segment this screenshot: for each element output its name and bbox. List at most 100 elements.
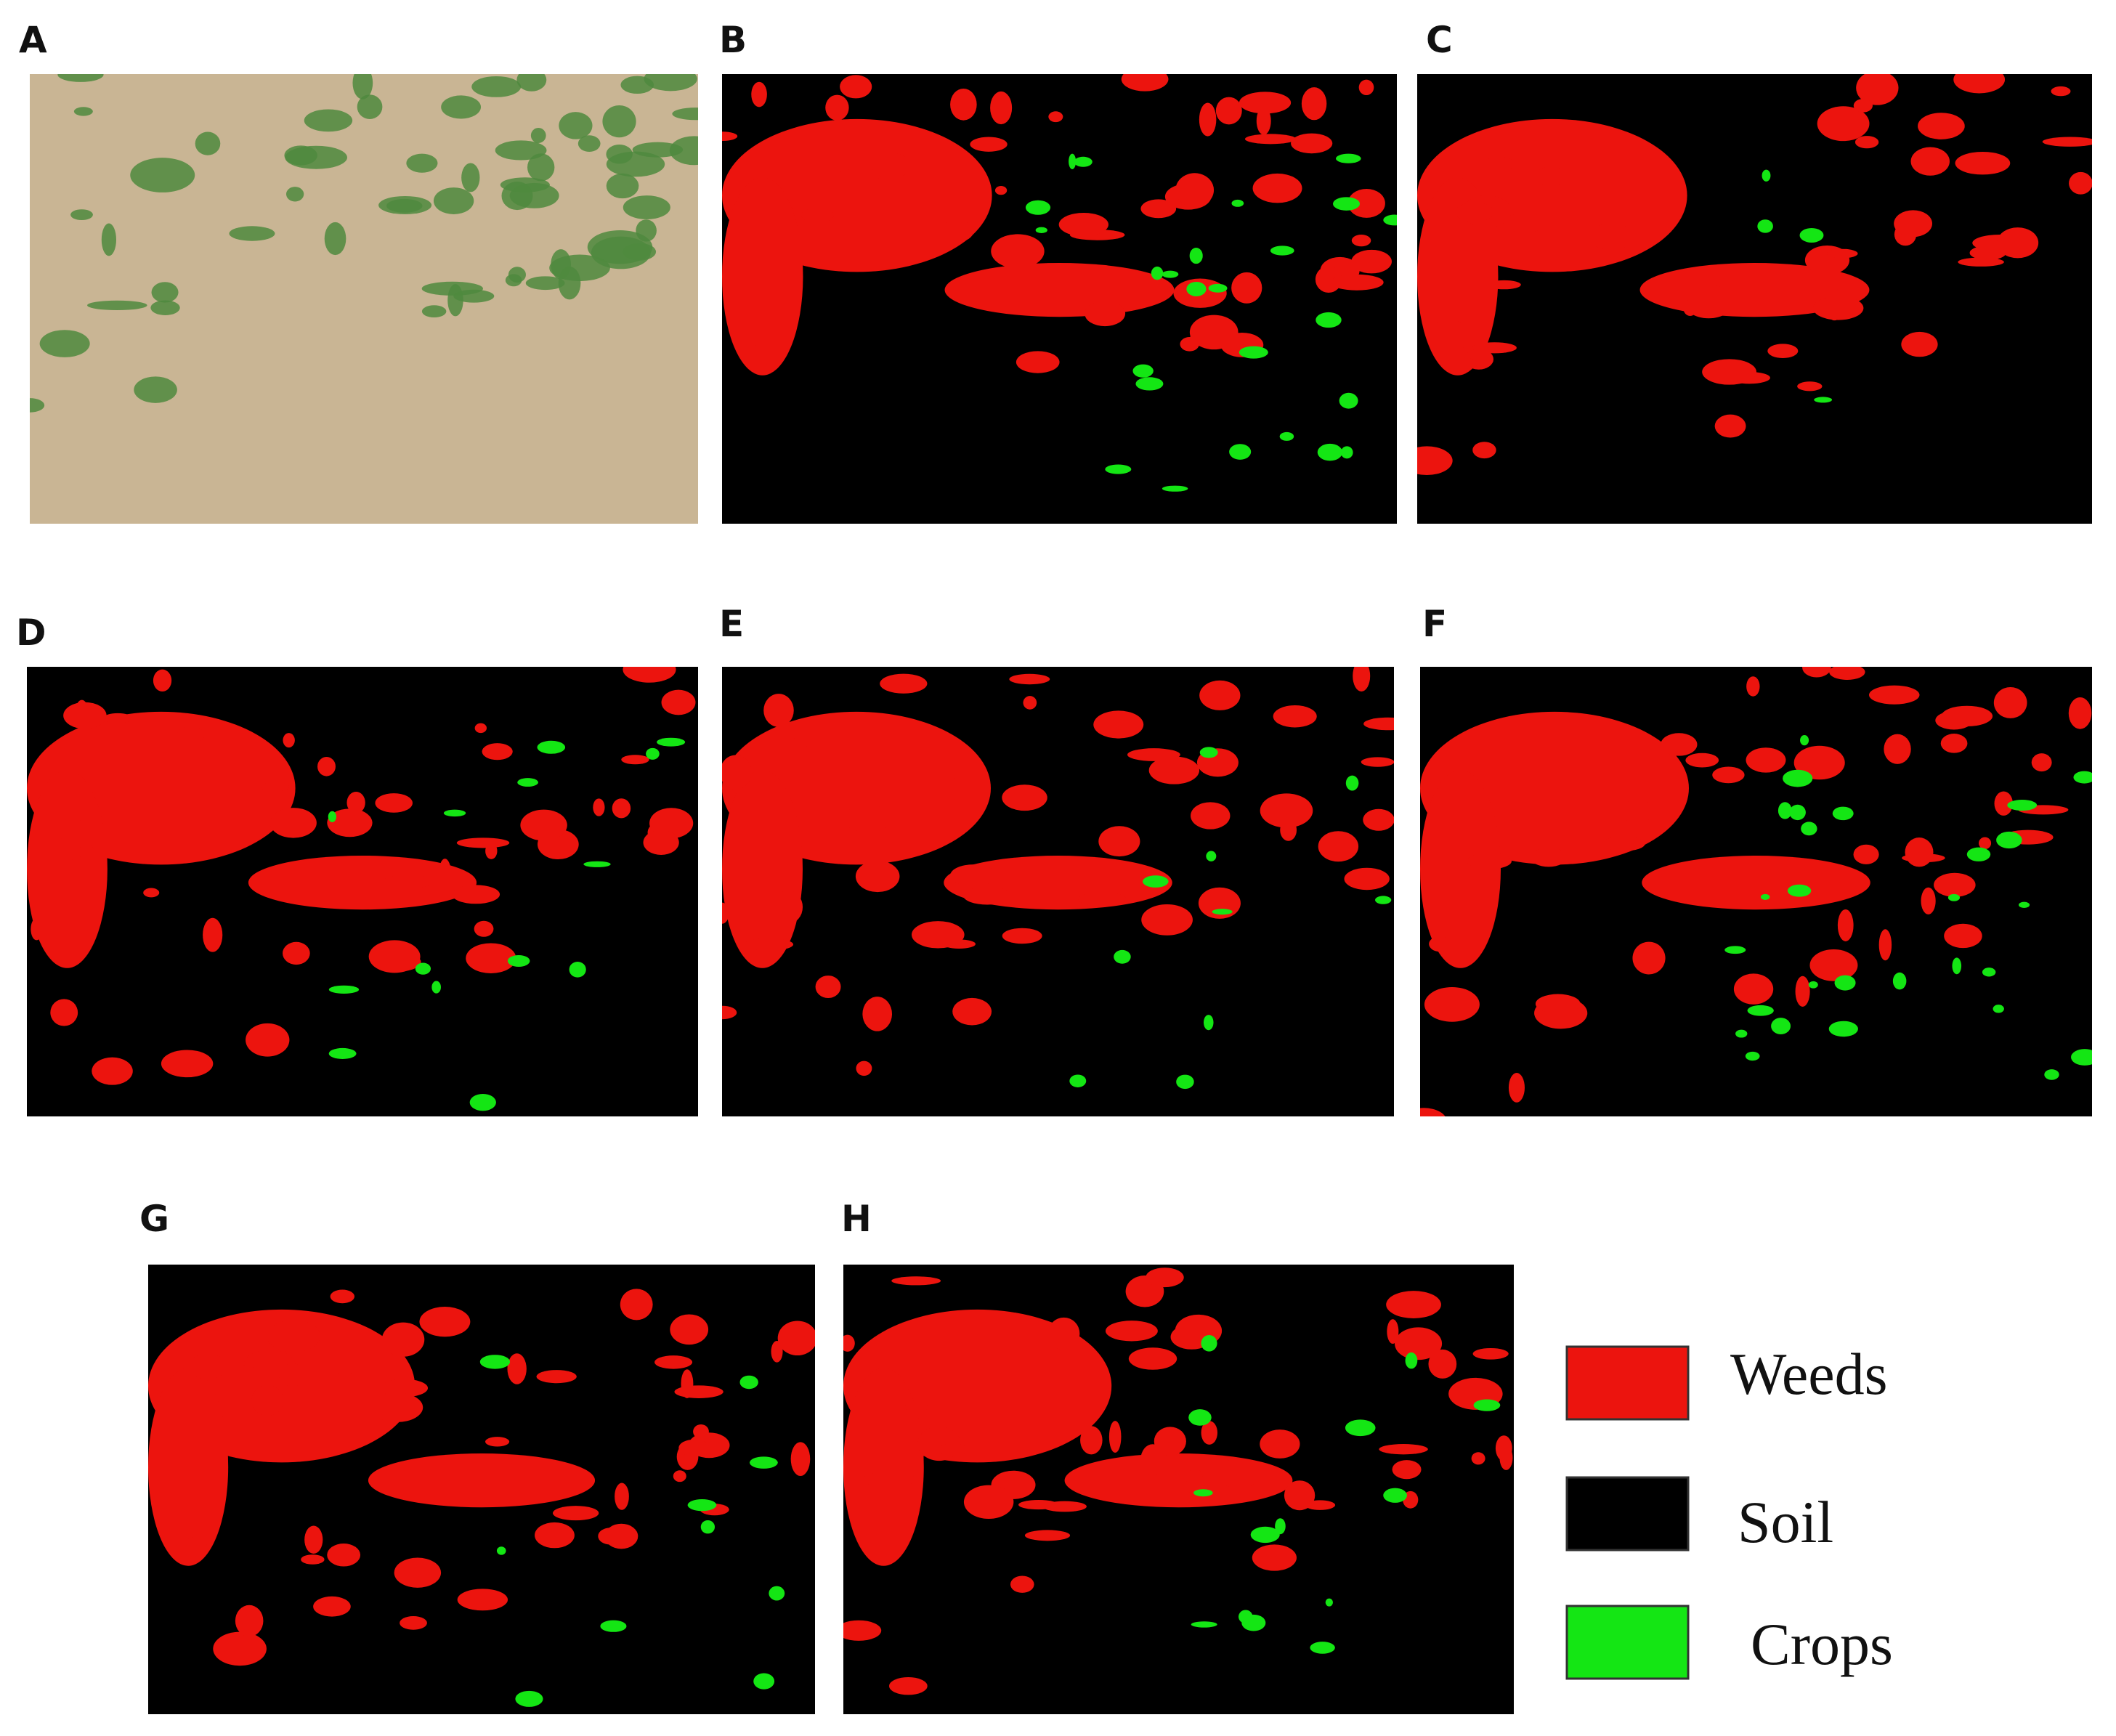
crop-patch	[1345, 1419, 1376, 1437]
weed-patch	[1902, 853, 1945, 863]
weed-mass	[248, 855, 477, 910]
weed-patch	[777, 1321, 815, 1356]
weed-patch	[911, 921, 965, 949]
weed-mass	[368, 1453, 596, 1508]
weed-patch	[620, 1289, 653, 1321]
weed-patch	[855, 861, 900, 893]
weed-patch	[1661, 733, 1698, 756]
crop-patch	[515, 1690, 543, 1707]
weed-patch	[1428, 1349, 1457, 1379]
weed-patch	[1901, 331, 1938, 357]
weed-patch	[1024, 1530, 1071, 1541]
weed-patch	[1997, 227, 2039, 259]
vegetation	[421, 305, 447, 318]
weed-patch	[1347, 188, 1385, 218]
weed-patch	[1894, 210, 1933, 238]
crop-patch	[1808, 981, 1818, 989]
weed-patch	[623, 667, 676, 683]
weed-patch	[279, 1363, 306, 1387]
vegetation	[516, 74, 547, 92]
weed-patch	[1856, 74, 1899, 105]
crop-patch	[1783, 769, 1813, 787]
weed-patch	[1618, 800, 1655, 822]
weed-patch	[661, 689, 696, 715]
weed-patch	[1854, 136, 1879, 149]
crop-patch	[1270, 246, 1294, 256]
crop-patch	[700, 1520, 716, 1534]
crop-patch	[1745, 1051, 1760, 1061]
weed-patch	[485, 1437, 510, 1447]
weed-patch	[1351, 235, 1371, 247]
crop-patch	[1724, 946, 1746, 954]
crop-patch	[1799, 227, 1824, 243]
crop-patch	[443, 809, 466, 817]
crop-patch	[749, 1456, 778, 1469]
weed-patch	[1746, 747, 1786, 773]
vegetation	[606, 144, 633, 164]
crop-patch	[2018, 901, 2030, 909]
crop-patch	[479, 1355, 511, 1369]
crop-patch	[1801, 822, 1817, 836]
crop-patch	[1814, 397, 1833, 403]
weed-patch	[938, 1443, 968, 1456]
weed-patch	[1301, 87, 1327, 121]
vegetation	[558, 267, 581, 300]
weed-patch	[1532, 751, 1549, 770]
crop-patch	[1143, 875, 1169, 888]
weed-patch	[1105, 1321, 1158, 1342]
vegetation	[530, 128, 546, 143]
weed-patch	[187, 1353, 227, 1379]
weed-patch	[31, 917, 43, 941]
weed-patch	[1958, 257, 2004, 267]
weed-patch	[301, 1554, 325, 1565]
weed-patch	[1767, 344, 1799, 358]
weed-patch	[1589, 223, 1634, 250]
weed-patch	[593, 798, 605, 816]
weed-patch	[994, 186, 1008, 195]
weed-patch	[1121, 74, 1169, 92]
weed-patch	[843, 1620, 882, 1641]
weed-patch	[213, 1631, 267, 1666]
vegetation	[602, 105, 636, 138]
crop-patch	[1212, 909, 1233, 915]
weed-patch	[269, 808, 317, 838]
panel	[722, 74, 1397, 524]
crop-patch	[1787, 884, 1812, 897]
panel-label: G	[139, 1198, 169, 1240]
weed-patch	[1797, 381, 1823, 392]
weed-patch	[949, 777, 963, 800]
weed-patch	[1078, 892, 1127, 906]
weed-patch	[1146, 1267, 1184, 1288]
weed-patch	[186, 1536, 211, 1546]
weed-patch	[722, 131, 738, 141]
vegetation	[378, 195, 432, 215]
weed-patch	[304, 1525, 323, 1554]
weed-patch	[1868, 685, 1920, 705]
weed-patch	[313, 1596, 351, 1617]
weed-patch	[840, 75, 872, 99]
weed-patch	[1002, 928, 1042, 944]
weed-mass	[722, 770, 803, 968]
weed-patch	[1934, 872, 1976, 897]
panel	[1420, 667, 2092, 1116]
weed-patch	[825, 94, 849, 121]
weed-patch	[400, 1616, 427, 1630]
weed-patch	[260, 782, 290, 792]
crop-patch	[1777, 802, 1792, 819]
weed-patch	[1098, 826, 1140, 857]
vegetation	[559, 112, 593, 139]
vegetation	[461, 163, 480, 192]
crop-patch	[1229, 444, 1252, 460]
weed-patch	[1201, 1421, 1218, 1445]
weed-patch	[2042, 137, 2092, 147]
panel	[27, 667, 698, 1116]
weed-patch	[1817, 106, 1870, 142]
weed-patch	[1504, 802, 1517, 816]
weed-patch	[1483, 156, 1515, 171]
weed-patch	[267, 1320, 321, 1352]
weed-patch	[1910, 147, 1950, 176]
weed-patch	[1624, 179, 1639, 198]
panel-label: F	[1422, 603, 1447, 645]
crop-patch	[1199, 747, 1218, 758]
